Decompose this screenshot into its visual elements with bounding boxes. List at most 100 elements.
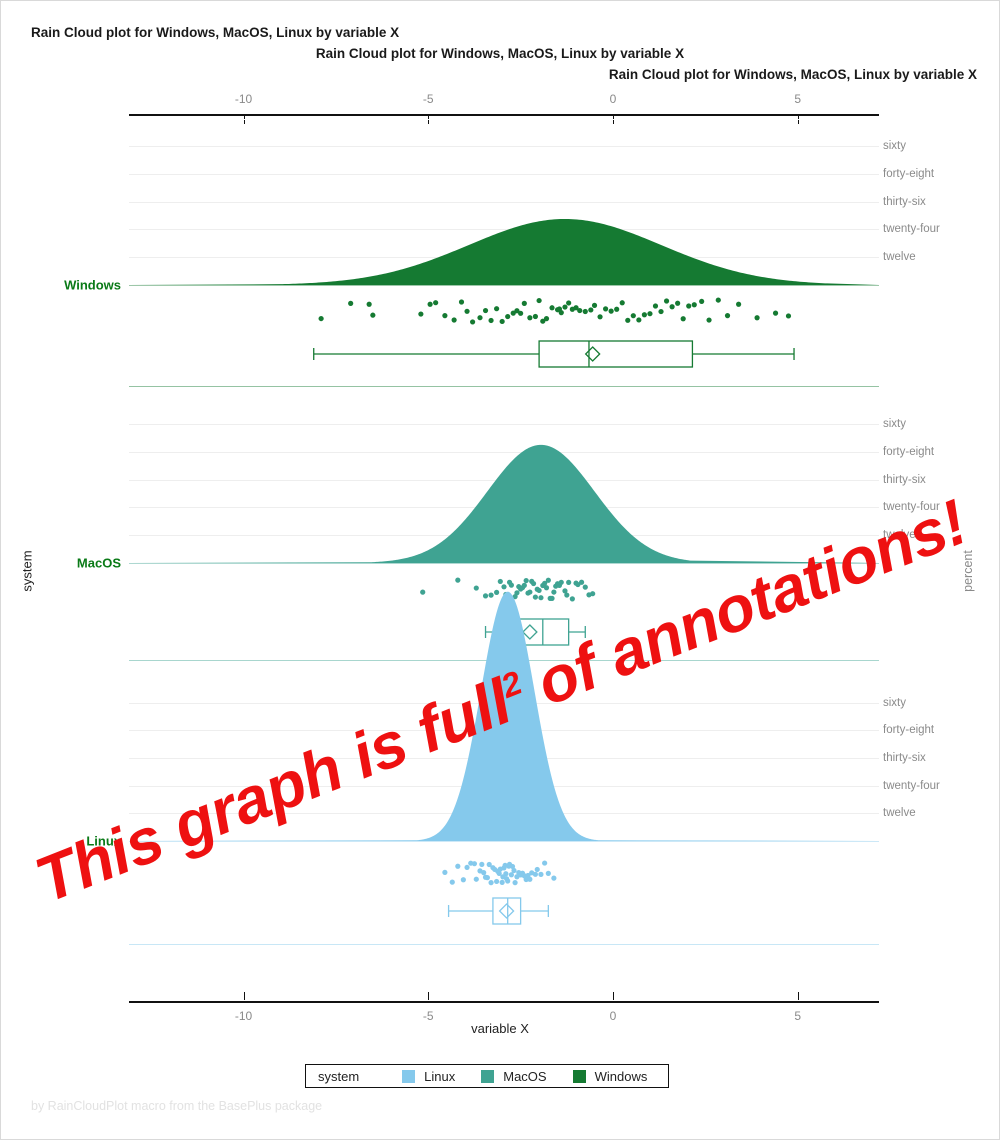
rain-dot [494, 306, 500, 312]
rain-dot [527, 876, 533, 882]
rain-dot [464, 308, 470, 314]
percent-tick-label-macos-1: twenty-four [883, 501, 940, 514]
rain-dot [511, 867, 517, 874]
category-label-macos: MacOS [76, 555, 121, 571]
rain-dot [551, 589, 557, 595]
rain-dot [736, 301, 742, 307]
legend-swatch-macos [481, 1069, 495, 1083]
rain-dot [724, 313, 731, 319]
rain-dot [427, 301, 433, 307]
rain-dot [699, 298, 705, 305]
rain-dot [509, 863, 516, 870]
rain-dot [471, 861, 478, 867]
rain-dot [691, 302, 697, 308]
legend-item-linux[interactable]: Linux [389, 1069, 468, 1084]
rain-dot [500, 874, 506, 880]
rain-dot [647, 311, 653, 317]
y-axis-label-system: system [19, 550, 35, 592]
rain-dot [532, 871, 539, 877]
rain-dot [518, 872, 524, 878]
legend-label-macos: MacOS [503, 1068, 547, 1084]
rain-dot [566, 579, 572, 585]
rain-dot [536, 587, 542, 594]
panel-separator-linux [129, 944, 879, 946]
rain-dot [658, 308, 664, 315]
rain-dot [503, 871, 509, 877]
rain-dot [497, 866, 503, 872]
rain-dot [619, 300, 625, 306]
rain-dot [499, 879, 505, 885]
rain-dot [608, 308, 614, 314]
rain-dots-macos [420, 577, 596, 602]
rain-dot [501, 584, 507, 590]
rain-dot [519, 585, 526, 591]
gridline-windows-3 [129, 173, 879, 175]
x-tick-label-top-2: 0 [609, 92, 617, 106]
rain-dot [573, 305, 579, 311]
rain-dot [482, 593, 489, 599]
rain-dot [505, 313, 511, 320]
box-iqr [492, 897, 522, 925]
rain-dot [554, 307, 561, 313]
rain-dot [582, 308, 588, 315]
rain-dot [564, 592, 570, 598]
percent-tick-label-windows-2: thirty-six [883, 195, 926, 208]
percent-tick-label-macos-4: sixty [883, 418, 906, 430]
rain-dot [542, 860, 548, 866]
rain-dot [464, 864, 470, 871]
rain-dot [442, 869, 448, 875]
title-right: Rain Cloud plot for Windows, MacOS, Linu… [608, 67, 977, 82]
legend-item-macos[interactable]: MacOS [468, 1069, 559, 1084]
x-tick-label-top-3: 5 [794, 92, 802, 106]
gridline-windows-2 [129, 201, 879, 203]
rain-dots-windows [318, 297, 792, 325]
rain-dot [514, 590, 520, 596]
rain-dot [516, 584, 522, 590]
rain-dot [420, 589, 426, 595]
rain-dot [473, 876, 479, 882]
rain-dot [521, 873, 527, 879]
rain-dot [521, 582, 527, 589]
x-tick-bottom-2 [612, 992, 615, 1000]
rain-dot [455, 863, 461, 869]
rain-dot [641, 312, 647, 318]
rain-dot [521, 300, 527, 306]
gridline-windows-1 [129, 229, 879, 231]
mean-diamond-marker [498, 903, 515, 919]
rain-dot [527, 315, 533, 321]
rain-dot [470, 319, 476, 325]
rain-dot [706, 317, 712, 323]
rain-dot [597, 314, 603, 320]
x-tick-label-top-0: -10 [234, 92, 253, 106]
rain-dot [482, 874, 489, 880]
rain-dot [512, 594, 518, 600]
gridline-macos-3 [129, 451, 879, 453]
rain-dot [492, 866, 498, 873]
rain-dot [532, 594, 539, 600]
rain-dot [534, 586, 540, 592]
percent-tick-label-linux-3: forty-eight [883, 724, 935, 737]
legend-title: system [318, 1068, 360, 1084]
rain-dot [488, 592, 494, 598]
rain-dot [556, 582, 563, 588]
rain-dot [451, 317, 457, 323]
category-label-linux: Linux [86, 833, 121, 849]
rain-dot [540, 318, 546, 324]
category-label-windows: Windows [64, 277, 121, 293]
rain-dot [481, 870, 487, 876]
rain-dot [525, 590, 531, 596]
rain-dot [547, 595, 553, 601]
rain-dot [497, 578, 503, 585]
legend-item-windows[interactable]: Windows [560, 1069, 661, 1084]
rain-dot [479, 861, 485, 867]
rain-dot [525, 872, 531, 879]
legend[interactable]: system Linux MacOS Windows [305, 1064, 670, 1088]
legend-swatch-windows [572, 1069, 586, 1083]
rain-dot [530, 580, 537, 587]
rain-dot [538, 871, 544, 877]
box-plot-windows [313, 340, 795, 368]
x-tick-bottom-3 [797, 992, 799, 1000]
rain-dot [636, 317, 642, 323]
rain-dot [499, 318, 505, 325]
x-axis-line-top [129, 114, 879, 116]
